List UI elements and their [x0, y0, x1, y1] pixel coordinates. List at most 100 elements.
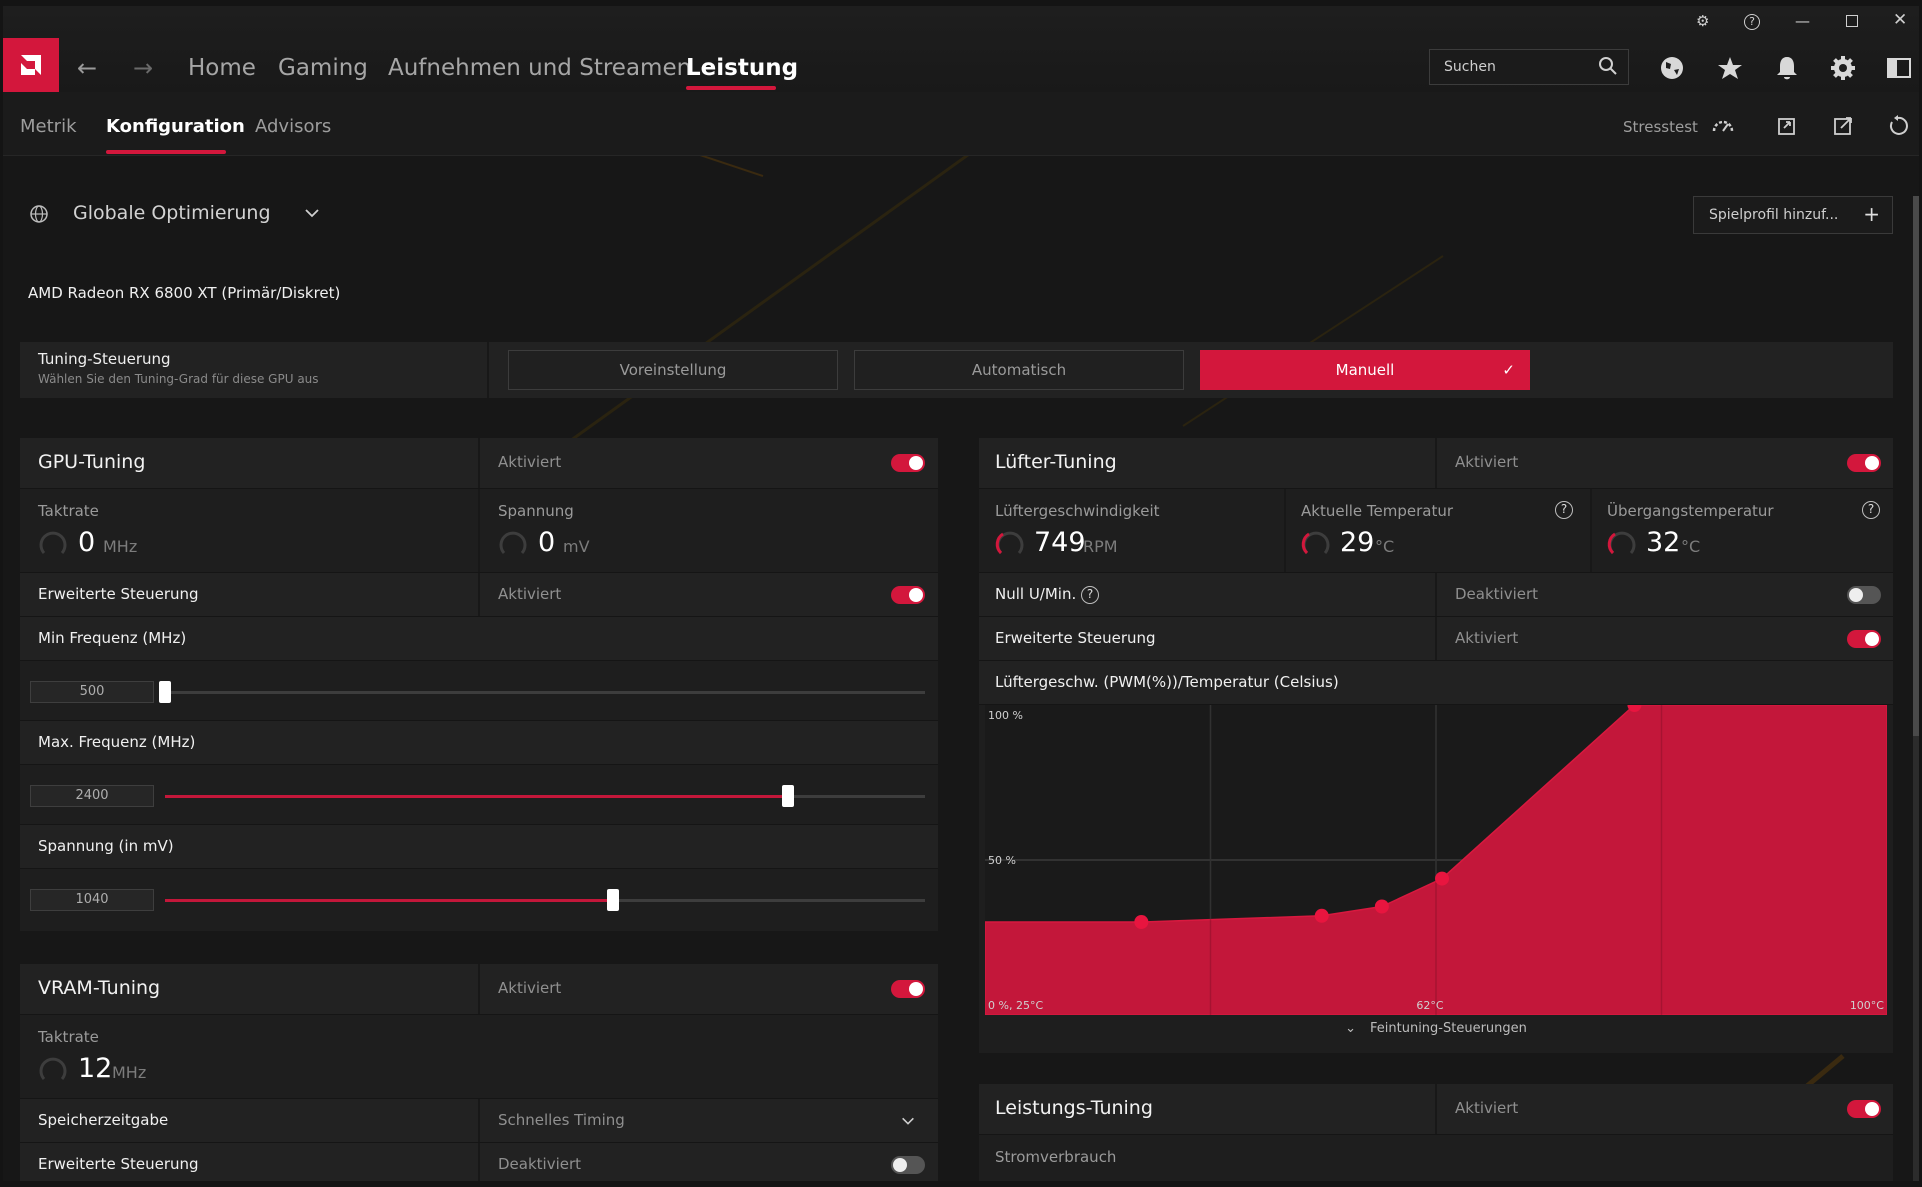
fan-advanced-label: Erweiterte Steuerung: [995, 629, 1156, 647]
fan-speed-label: Lüftergeschwindigkeit: [995, 502, 1160, 520]
sidebar-panel-icon[interactable]: [1885, 54, 1913, 82]
tab-metrics[interactable]: Metrik: [20, 116, 77, 137]
vram-tuning-toggle[interactable]: [891, 980, 925, 998]
min-freq-slider-row: 500: [20, 660, 938, 720]
max-freq-thumb[interactable]: [782, 785, 794, 807]
close-icon[interactable]: ✕: [1893, 10, 1908, 30]
divider: [478, 1099, 480, 1142]
zero-rpm-help-icon[interactable]: ?: [1081, 586, 1099, 604]
vram-tuning-header: VRAM-Tuning Aktiviert: [20, 964, 938, 1014]
min-freq-header: Min Frequenz (MHz): [20, 616, 938, 660]
vram-clock-value: 12: [78, 1053, 113, 1084]
power-tuning-state: Aktiviert: [1455, 1099, 1519, 1117]
nav-active-indicator: [686, 86, 776, 90]
power-tuning-header: Leistungs-Tuning Aktiviert: [979, 1084, 1893, 1134]
globe-icon[interactable]: [1658, 54, 1686, 82]
tuning-control-subtitle: Wählen Sie den Tuning-Grad für diese GPU…: [38, 372, 319, 386]
fan-curve-point: [1314, 908, 1329, 923]
star-icon[interactable]: [1716, 54, 1744, 82]
memory-timing-select[interactable]: Schnelles Timing: [498, 1111, 625, 1129]
fan-tuning-title: Lüfter-Tuning: [995, 451, 1117, 473]
gpu-name: AMD Radeon RX 6800 XT (Primär/Diskret): [28, 284, 341, 302]
gpu-tuning-title: GPU-Tuning: [38, 451, 146, 473]
gpu-advanced-toggle[interactable]: [891, 586, 925, 604]
min-freq-track[interactable]: [165, 691, 925, 694]
search-placeholder: Suchen: [1444, 59, 1496, 75]
min-freq-label: Min Frequenz (MHz): [38, 629, 187, 647]
divider: [487, 342, 489, 398]
tuning-control-title: Tuning-Steuerung: [38, 350, 171, 368]
scrollbar-thumb[interactable]: [1913, 196, 1919, 736]
bug-report-icon[interactable]: ⚙: [1696, 12, 1710, 30]
vram-advanced-label: Erweiterte Steuerung: [38, 1155, 199, 1173]
vram-tuning-panel: VRAM-Tuning Aktiviert Taktrate 12 MHz Sp…: [20, 964, 938, 1181]
junction-help-icon[interactable]: ?: [1862, 501, 1880, 519]
export-profile-icon[interactable]: [1831, 114, 1855, 138]
chevron-down-icon[interactable]: [303, 204, 321, 222]
tab-configuration[interactable]: Konfiguration: [106, 116, 245, 137]
zero-rpm-row: Null U/Min. ? Deaktiviert: [979, 572, 1893, 616]
help-icon[interactable]: ?: [1744, 14, 1760, 30]
divider: [478, 964, 480, 1014]
zero-rpm-toggle[interactable]: [1847, 586, 1881, 604]
divider: [1435, 617, 1437, 660]
chevron-down-icon[interactable]: [900, 1113, 916, 1129]
tab-active-indicator: [106, 150, 226, 154]
power-tuning-title: Leistungs-Tuning: [995, 1097, 1153, 1119]
gpu-tuning-toggle[interactable]: [891, 454, 925, 472]
fan-tuning-toggle[interactable]: [1847, 454, 1881, 472]
bell-icon[interactable]: [1773, 54, 1801, 82]
preset-button[interactable]: Voreinstellung: [508, 350, 838, 390]
import-profile-icon[interactable]: [1775, 114, 1799, 138]
search-input[interactable]: Suchen: [1429, 49, 1629, 85]
settings-gear-icon[interactable]: [1829, 54, 1857, 82]
x-tick-label: 0 %, 25°C: [988, 999, 1043, 1012]
clock-value: 0: [78, 527, 96, 558]
stress-gauge-icon[interactable]: [1711, 114, 1735, 138]
stress-test-label[interactable]: Stresstest: [1623, 118, 1698, 136]
vram-tuning-state: Aktiviert: [498, 979, 562, 997]
gpu-advanced-row: Erweiterte Steuerung Aktiviert: [20, 572, 938, 616]
back-arrow-icon[interactable]: ←: [77, 54, 98, 82]
voltage-thumb[interactable]: [607, 889, 619, 911]
divider: [1590, 489, 1592, 572]
max-freq-input[interactable]: 2400: [30, 785, 154, 807]
min-freq-thumb[interactable]: [159, 681, 171, 703]
nav-performance[interactable]: Leistung: [686, 55, 799, 81]
vram-advanced-toggle[interactable]: [891, 1156, 925, 1174]
min-freq-input[interactable]: 500: [30, 681, 154, 703]
add-game-profile-button[interactable]: Spielprofil hinzuf... +: [1693, 196, 1893, 234]
fan-advanced-state: Aktiviert: [1455, 629, 1519, 647]
nav-record-stream[interactable]: Aufnehmen und Streamen: [388, 55, 692, 81]
plus-icon: +: [1863, 202, 1880, 226]
fan-curve-title: Lüftergeschw. (PWM(%))/Temperatur (Celsi…: [995, 673, 1339, 691]
forward-arrow-icon[interactable]: →: [133, 54, 154, 82]
automatic-button[interactable]: Automatisch: [854, 350, 1184, 390]
reset-icon[interactable]: [1886, 114, 1910, 138]
junction-temp-unit: °C: [1681, 537, 1701, 556]
divider: [1435, 438, 1437, 488]
maximize-icon[interactable]: [1846, 15, 1858, 27]
memory-timing-row: Speicherzeitgabe Schnelles Timing: [20, 1098, 938, 1142]
minimize-icon[interactable]: —: [1795, 12, 1810, 30]
power-tuning-panel: Leistungs-Tuning Aktiviert Stromverbrauc…: [979, 1084, 1893, 1181]
junction-temp-value: 32: [1646, 527, 1681, 558]
fan-advanced-toggle[interactable]: [1847, 630, 1881, 648]
scrollbar[interactable]: [1913, 196, 1919, 1181]
divider: [478, 489, 480, 572]
manual-button[interactable]: Manuell ✓: [1200, 350, 1530, 390]
power-consumption-label: Stromverbrauch: [995, 1148, 1117, 1166]
profile-dropdown[interactable]: Globale Optimierung: [73, 202, 271, 224]
nav-home[interactable]: Home: [188, 55, 256, 81]
divider: [478, 438, 480, 488]
fan-curve-chart[interactable]: 100 % 50 % 0 %, 25°C 62°C 100°C: [985, 705, 1887, 1015]
amd-logo[interactable]: [3, 38, 59, 92]
voltage-input[interactable]: 1040: [30, 889, 154, 911]
tab-advisors[interactable]: Advisors: [255, 116, 332, 137]
temp-help-icon[interactable]: ?: [1555, 501, 1573, 519]
nav-gaming[interactable]: Gaming: [278, 55, 368, 81]
divider: [478, 1143, 480, 1181]
power-tuning-toggle[interactable]: [1847, 1100, 1881, 1118]
fine-tuning-toggle[interactable]: ⌄ Feintuning-Steuerungen: [979, 1021, 1893, 1036]
voltage-slider-header: Spannung (in mV): [20, 824, 938, 868]
